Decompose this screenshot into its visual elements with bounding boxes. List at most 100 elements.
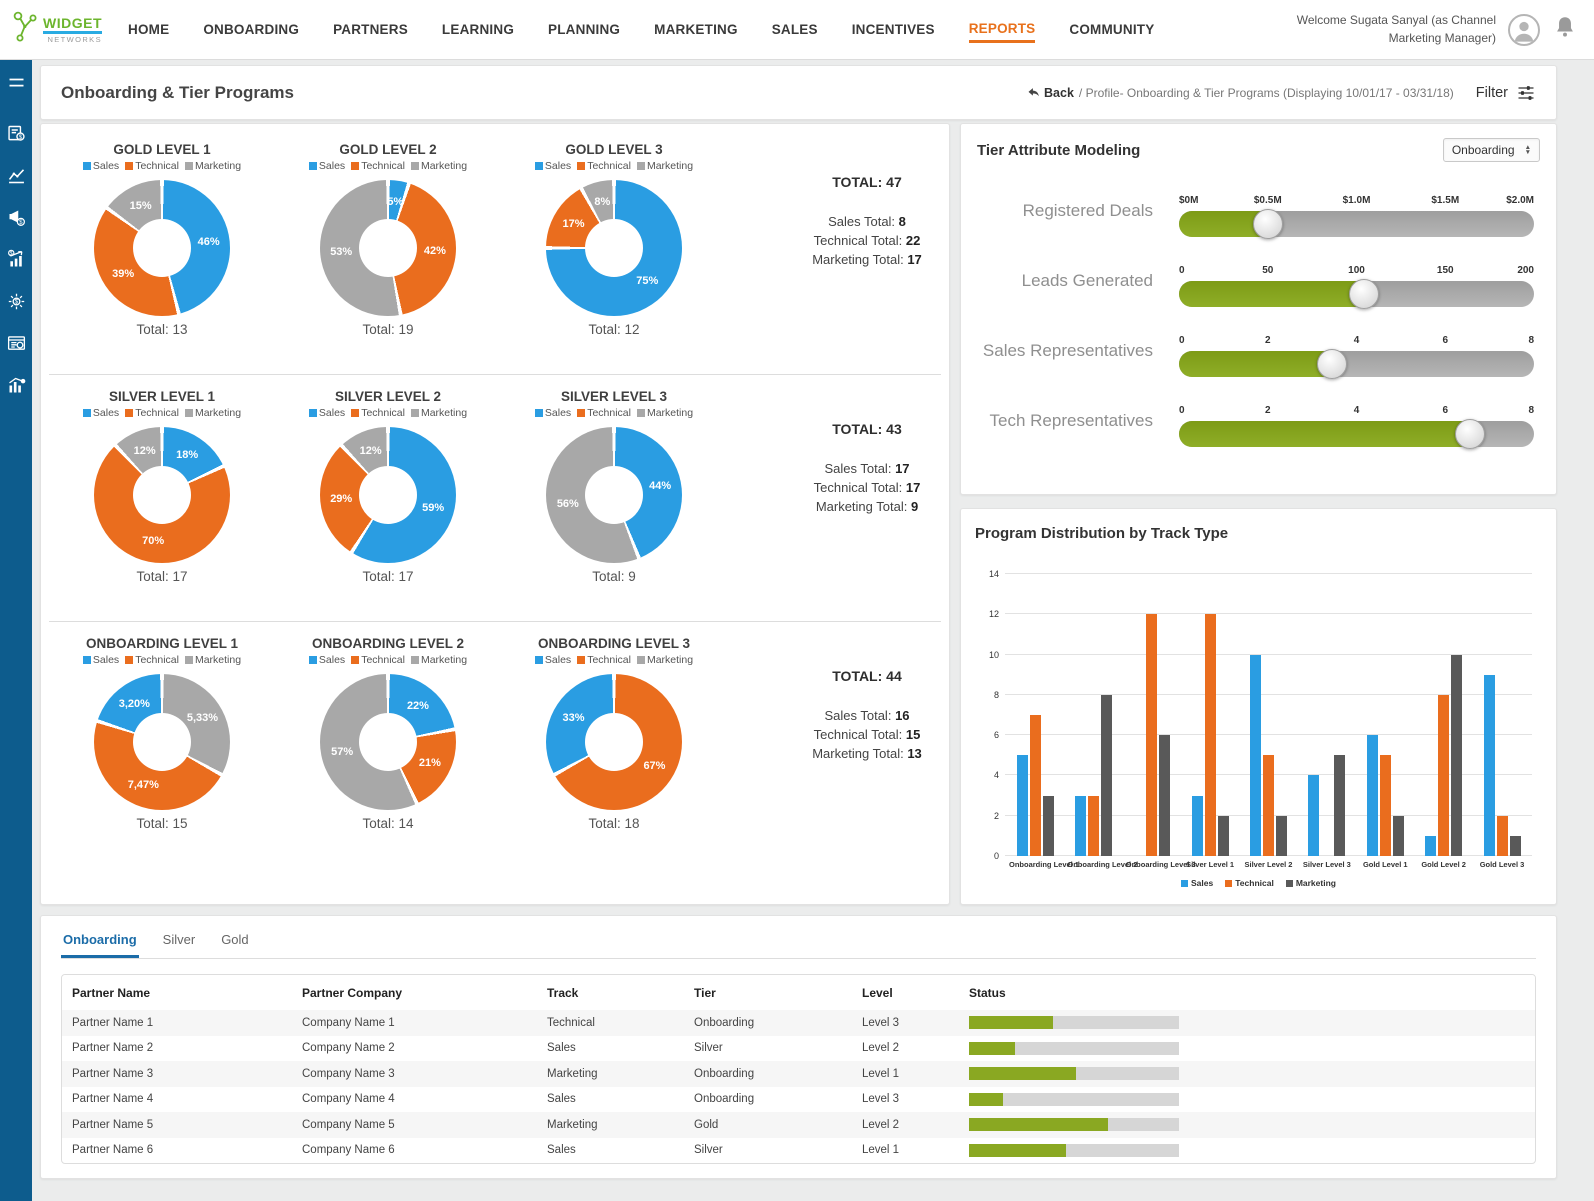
- nav-item-onboarding[interactable]: ONBOARDING: [203, 22, 300, 37]
- cell-tier: Onboarding: [694, 1067, 755, 1080]
- cell-partner-company: Company Name 4: [302, 1093, 395, 1106]
- slider-tick: 4: [1353, 335, 1360, 346]
- table-row[interactable]: Partner Name 1 Company Name 1 Technical Onb…: [62, 1010, 1535, 1036]
- tab-onboarding[interactable]: Onboarding: [61, 924, 139, 958]
- column-header-tier: Tier: [694, 985, 716, 1000]
- slider-tick: 100: [1348, 265, 1365, 276]
- tab-gold[interactable]: Gold: [221, 932, 249, 947]
- financial-report-icon[interactable]: $: [6, 123, 27, 144]
- legend-swatch-technical: [351, 162, 360, 170]
- slider-track[interactable]: [1179, 209, 1534, 239]
- nav-item-learning[interactable]: LEARNING: [441, 22, 515, 37]
- slider-tick: 2: [1264, 405, 1271, 416]
- cell-tier: Onboarding: [694, 1093, 755, 1106]
- label: Technical Total:: [813, 727, 906, 742]
- tier-type-select[interactable]: Onboarding ▲ ▼: [1442, 138, 1540, 162]
- value: 15: [905, 727, 921, 742]
- bar-legend-item-marketing: Marketing: [1285, 878, 1336, 888]
- cell-level: Level 1: [862, 1067, 900, 1080]
- slider-tick: 50: [1262, 265, 1274, 276]
- table-row[interactable]: Partner Name 2 Company Name 2 Sales Silver L…: [62, 1036, 1535, 1062]
- legend-swatch-sales: [534, 162, 543, 170]
- table-row[interactable]: Partner Name 5 Company Name 5 Marketing Gol…: [62, 1112, 1535, 1138]
- nav-item-reports[interactable]: REPORTS: [968, 17, 1036, 43]
- legend-item-marketing: Marketing: [184, 654, 241, 666]
- donut-segment-label-technical: 39%: [112, 268, 135, 281]
- slider-handle[interactable]: [1348, 279, 1379, 309]
- slider-track[interactable]: [1179, 419, 1534, 449]
- value: 17: [907, 252, 922, 267]
- donut-title: SILVER LEVEL 3: [560, 389, 668, 404]
- nav-item-planning[interactable]: PLANNING: [548, 22, 621, 37]
- row-totals: TOTAL: 47 Sales Total: 8 Technical Total: …: [793, 136, 941, 269]
- table-row[interactable]: Partner Name 4 Company Name 4 Sales Onboard…: [62, 1087, 1535, 1113]
- cell-partner-company: Company Name 6: [302, 1144, 395, 1157]
- legend-label: Marketing: [420, 407, 468, 419]
- tab-silver[interactable]: Silver: [162, 932, 196, 947]
- campaign-funds-icon[interactable]: $: [6, 207, 27, 228]
- table-row[interactable]: Partner Name 3 Company Name 3 Marketing Onb…: [62, 1061, 1535, 1087]
- y-tick-label: 14: [988, 569, 999, 579]
- slider-sales-representatives: Sales Representatives 0 2 4 6 8: [977, 316, 1540, 386]
- donut-segment-label-technical: 17%: [562, 218, 585, 231]
- donut-hole: [585, 219, 643, 277]
- widget-networks-logo[interactable]: WIDGET NETWORKS: [10, 10, 102, 49]
- table-row[interactable]: Partner Name 6 Company Name 6 Sales Silver L…: [62, 1138, 1535, 1164]
- slider-handle[interactable]: [1316, 349, 1347, 379]
- value: 8: [898, 214, 906, 229]
- donut-segment-label-sales: 46%: [197, 236, 220, 249]
- slider-ticks: $0M $0.5M $1.0M $1.5M $2.0M: [1179, 195, 1534, 211]
- menu-icon[interactable]: [6, 72, 27, 93]
- left-icon-sidebar: $ $ $ $: [0, 60, 32, 1201]
- performance-chart-icon[interactable]: [6, 165, 27, 186]
- notifications-bell-icon[interactable]: [1552, 14, 1578, 45]
- user-avatar[interactable]: [1508, 13, 1540, 46]
- bar-group-onboarding-level-1: [1009, 574, 1061, 856]
- top-right-area: Welcome Sugata Sanyal (as Channel Market…: [1264, 12, 1594, 47]
- slider-track[interactable]: [1179, 349, 1534, 379]
- cell-partner-company: Company Name 1: [302, 1016, 395, 1029]
- cell-partner-name: Partner Name 6: [72, 1144, 154, 1157]
- bar-technical: [1087, 795, 1099, 856]
- bar-sales: [1016, 755, 1028, 856]
- cell-tier: Silver: [694, 1042, 723, 1055]
- tier-modeling-header: Tier Attribute Modeling Onboarding ▲ ▼: [977, 138, 1540, 162]
- nav-item-home[interactable]: HOME: [128, 22, 170, 37]
- donut-segment-label-technical: 70%: [142, 535, 165, 548]
- bar-technical: [1029, 715, 1041, 856]
- gridline: [1005, 613, 1532, 615]
- program-report-icon[interactable]: [6, 333, 27, 354]
- cell-partner-company: Company Name 3: [302, 1067, 395, 1080]
- sales-growth-icon[interactable]: $: [6, 249, 27, 270]
- cell-status: [959, 1016, 1535, 1030]
- filter-button[interactable]: Filter: [1476, 83, 1536, 103]
- legend-item-sales: Sales: [82, 407, 119, 419]
- legend-swatch-marketing: [184, 656, 193, 664]
- donut-legend: Sales Technical Marketing: [275, 407, 501, 419]
- value: 17: [895, 461, 910, 476]
- back-button[interactable]: Back: [1026, 85, 1074, 100]
- y-tick-label: 12: [988, 609, 999, 620]
- column-header-status: Status: [969, 985, 1006, 1000]
- analytics-report-icon[interactable]: [6, 375, 27, 396]
- slider-leads-generated: Leads Generated 0 50 100 150 200: [977, 246, 1540, 316]
- slider-handle[interactable]: [1252, 209, 1283, 239]
- slider-fill: [1179, 421, 1471, 447]
- nav-item-incentives[interactable]: INCENTIVES: [851, 22, 935, 37]
- nav-item-community[interactable]: COMMUNITY: [1069, 22, 1155, 37]
- slider-handle[interactable]: [1455, 419, 1486, 449]
- donut-segment-label-sales: 33%: [562, 712, 585, 725]
- fund-distribution-icon[interactable]: $: [6, 291, 27, 312]
- bar-group-gold-level-1: [1359, 574, 1411, 856]
- column-header-partner-company: Partner Company: [302, 985, 403, 1000]
- donut-segment-label-sales: 3,20%: [118, 697, 150, 710]
- legend-item-sales: Sales: [82, 160, 119, 172]
- slider-track[interactable]: [1179, 279, 1534, 309]
- nav-item-marketing[interactable]: MARKETING: [654, 22, 738, 37]
- bar-legend-swatch: [1285, 879, 1293, 887]
- nav-item-partners[interactable]: PARTNERS: [333, 22, 408, 37]
- cell-track: Sales: [547, 1093, 576, 1106]
- donut-legend: Sales Technical Marketing: [501, 160, 727, 172]
- nav-item-sales[interactable]: SALES: [771, 22, 818, 37]
- slider-ticks: 0 50 100 150 200: [1179, 265, 1534, 281]
